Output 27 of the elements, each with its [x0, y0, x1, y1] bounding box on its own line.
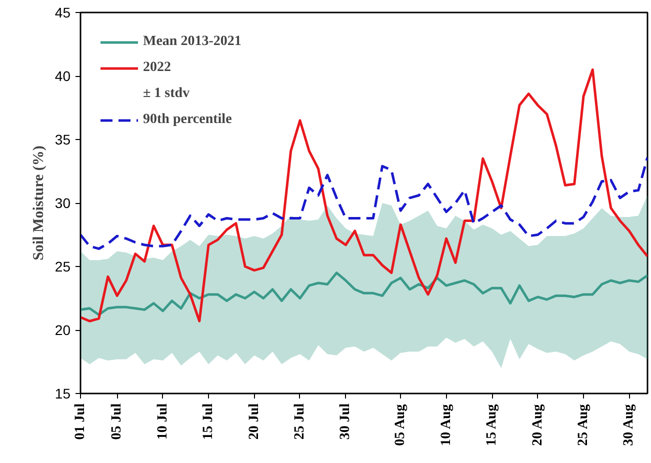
y-axis-title: Soil Moisture (%)	[30, 146, 47, 260]
legend-label: 2022	[143, 60, 171, 76]
legend-label: 90th percentile	[143, 112, 232, 128]
x-tick-label: 15 Aug	[484, 404, 500, 446]
x-tick-label: 20 Jul	[246, 403, 262, 440]
x-tick-label: 05 Aug	[393, 404, 408, 446]
line-series	[80, 156, 648, 250]
x-tick-label: 01 Jul	[73, 403, 88, 440]
line-series	[80, 272, 648, 316]
x-tick-label: 25 Jul	[292, 403, 308, 440]
x-tick-label: 30 Aug	[622, 404, 637, 446]
x-tick-label: 20 Aug	[530, 404, 546, 446]
x-tick-label: 25 Aug	[576, 404, 591, 446]
y-tick-label: 25	[54, 258, 71, 274]
x-tick-label: 10 Aug	[438, 404, 454, 446]
y-tick-label: 15	[54, 386, 71, 402]
y-tick-label: 40	[54, 68, 71, 84]
y-tick-label: 45	[54, 4, 71, 20]
y-tick-label: 20	[54, 322, 71, 338]
x-tick-label: 15 Jul	[201, 403, 216, 440]
x-tick-label: 10 Jul	[155, 403, 170, 440]
annotation: ± 1 stdv	[143, 86, 190, 102]
x-tick-label: 05 Jul	[110, 403, 125, 440]
y-tick-label: 35	[54, 132, 71, 148]
x-tick-label: 30 Jul	[338, 403, 354, 440]
y-tick-label: 30	[54, 195, 71, 211]
legend-label: Mean 2013-2021	[143, 34, 242, 50]
